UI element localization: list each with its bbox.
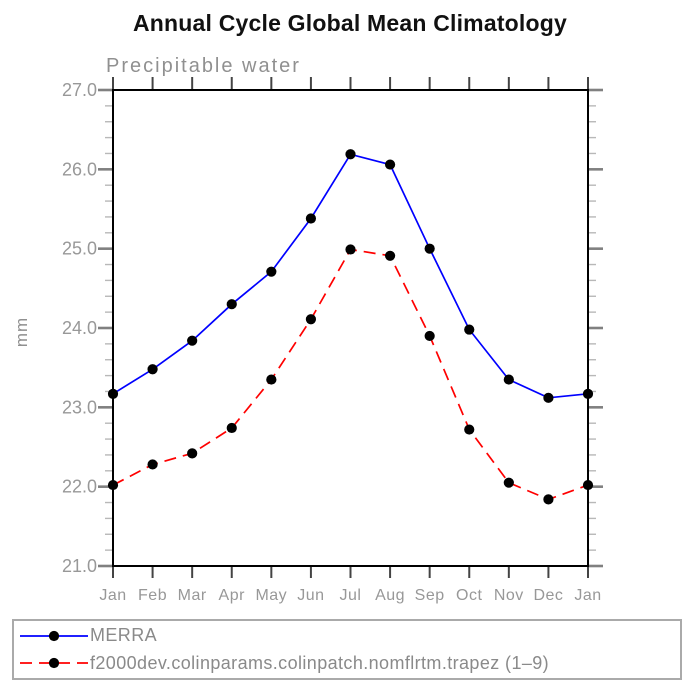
chart-subtitle: Precipitable water [106,55,301,77]
data-point [424,243,435,254]
data-point [305,314,317,325]
data-point [345,244,356,255]
x-tick-label: Aug [375,587,405,604]
data-point [147,364,158,375]
data-point [503,477,514,488]
data-point [187,448,198,459]
x-tick-label: Apr [219,587,246,604]
y-tick-label: 25.0 [62,239,97,259]
x-tick-label: Oct [456,587,482,604]
data-point [226,299,237,310]
data-point [543,494,554,505]
data-point [266,266,277,277]
x-tick-label: Sep [415,587,445,604]
data-point [464,324,475,335]
data-point [543,392,554,403]
axis-frame [112,89,589,567]
data-point [147,459,158,470]
y-tick-label: 27.0 [62,80,97,100]
y-tick-label: 22.0 [62,477,97,497]
data-point [187,335,198,346]
data-point [107,388,119,399]
data-point [384,159,396,170]
chart-title: Annual Cycle Global Mean Climatology [132,10,568,36]
y-axis-label: mm [12,317,31,347]
data-point [107,479,119,491]
legend-marker [48,630,60,641]
x-tick-label: Mar [178,587,207,604]
legend-item-f2000dev: f2000dev.colinparams.colinpatch.nomflrtm… [14,650,680,678]
series-line-1 [112,248,589,501]
data-point [226,422,237,434]
legend-line-solid-icon [20,630,88,641]
y-tick-label: 26.0 [62,159,97,179]
data-point [266,374,277,385]
data-point [345,149,356,160]
series-line-0 [112,153,589,399]
y-tick-label: 24.0 [62,318,97,338]
data-point [503,374,514,385]
x-tick-label: Jul [340,587,362,604]
legend-box: MERRA f2000dev.colinparams.colinpatch.no… [12,619,682,680]
data-point [305,213,317,224]
data-point [582,388,594,399]
x-tick-label: Jan [99,587,126,604]
annual-cycle-chart: Precipitable water mm 21.0 22.0 23.0 24.0 25… [12,55,603,604]
data-point [464,424,475,435]
legend-item-merra: MERRA [14,622,680,650]
x-tick-label: Nov [494,587,524,604]
x-tick-label: Feb [138,587,167,604]
plot-area: 21.0 22.0 23.0 24.0 25.0 26.0 27.0 Jan Feb Mar Apr… [62,77,603,604]
legend-label-merra: MERRA [90,625,158,646]
y-tick-label: 21.0 [62,556,97,576]
data-point [424,330,435,342]
x-tick-label: Jan [574,587,601,604]
data-point [582,479,594,491]
x-tick-label: Jun [297,587,324,604]
data-point [384,250,396,261]
x-tick-label: Dec [533,587,563,604]
legend-marker [48,658,60,669]
x-tick-label: May [255,587,287,604]
legend-label-f2000dev: f2000dev.colinparams.colinpatch.nomflrtm… [90,652,550,673]
y-tick-label: 23.0 [62,397,97,417]
legend-line-dashed-icon [20,658,88,669]
